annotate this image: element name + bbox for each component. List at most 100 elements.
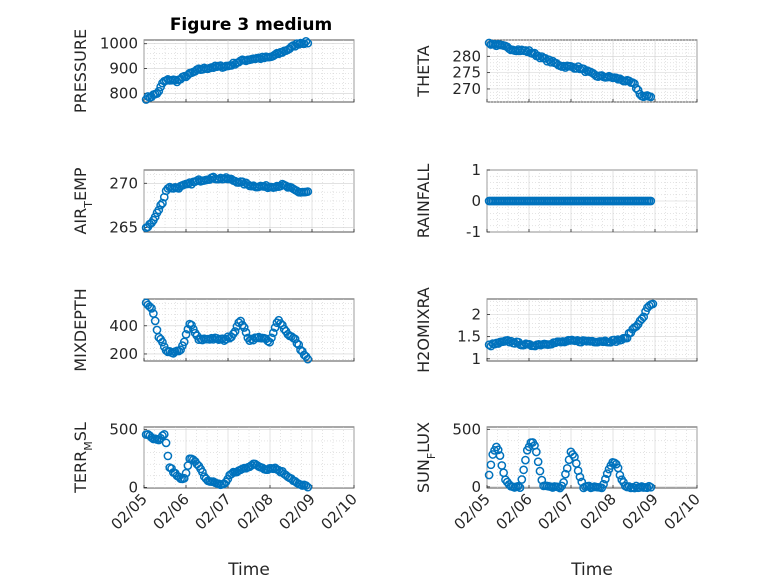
data-point <box>294 340 304 350</box>
data-point <box>602 469 612 479</box>
data-point <box>230 327 240 336</box>
subplot-air_temp: 265 270 AIRTEMP <box>71 167 355 237</box>
y-tick-label: 200 <box>109 345 138 363</box>
x-axis-label: Time <box>570 560 613 580</box>
data-point <box>535 466 545 476</box>
data-point <box>161 346 171 355</box>
data-point <box>568 450 578 459</box>
y-axis-label: TERRMSL <box>71 422 95 494</box>
y-axis-label: MIXDEPTH <box>71 288 90 371</box>
data-point <box>270 323 280 332</box>
figure-title: Figure 3 medium <box>170 15 332 35</box>
data-point <box>158 198 167 208</box>
y-tick-label: 800 <box>109 84 138 102</box>
data-point <box>546 57 556 67</box>
y-tick-label: 1 <box>471 350 481 368</box>
data-point <box>278 320 287 330</box>
x-tick-label: 02/10 <box>318 490 361 533</box>
data-point <box>150 316 160 326</box>
x-tick-label: 02/09 <box>276 490 319 533</box>
x-tick-label: 02/05 <box>451 490 494 533</box>
data-point <box>176 345 185 355</box>
data-point <box>265 337 274 347</box>
y-tick-label: 0 <box>471 192 481 210</box>
data-point <box>575 472 585 482</box>
data-point <box>517 475 527 484</box>
data-point <box>303 482 313 492</box>
data-point <box>158 431 167 440</box>
y-tick-label: 500 <box>109 420 138 438</box>
data-point <box>646 482 656 492</box>
data-point <box>495 451 505 460</box>
data-point <box>154 205 164 215</box>
data-point <box>493 445 503 455</box>
data-point <box>183 179 193 189</box>
x-tick-label: 02/08 <box>234 490 277 533</box>
data-point <box>515 483 525 492</box>
data-point <box>154 86 164 96</box>
y-tick-label: 1 <box>471 161 481 179</box>
data-point <box>147 304 156 313</box>
y-tick-label: 280 <box>452 47 481 65</box>
data-point <box>303 38 313 48</box>
subplot-mixdepth: 200 400 MIXDEPTH <box>71 288 355 372</box>
data-point <box>236 316 245 326</box>
data-point <box>292 339 302 348</box>
data-point <box>268 328 278 338</box>
x-tick-label: 02/06 <box>493 490 536 533</box>
data-point <box>559 478 568 487</box>
data-point <box>611 73 621 83</box>
data-point <box>267 333 276 343</box>
data-point <box>301 37 311 46</box>
data-point <box>152 89 162 98</box>
y-tick-label: 270 <box>452 80 481 98</box>
y-tick-label: 900 <box>109 60 138 78</box>
data-point <box>145 302 155 312</box>
y-tick-label: 2 <box>471 306 481 324</box>
y-tick-label: 265 <box>109 219 138 237</box>
data-point <box>639 312 649 322</box>
data-point <box>198 467 207 477</box>
data-point <box>519 465 528 475</box>
data-point <box>147 433 156 442</box>
y-tick-label: 400 <box>109 317 138 335</box>
subplot-terr_msl: 0 500 TERRMSL 02/0502/0602/0702/0802/0902/1… <box>71 420 361 580</box>
data-point <box>533 51 543 61</box>
subplot-sun_flux: 0 500 SUNFLUX 02/0502/0602/0702/0802/0902/1… <box>414 420 704 580</box>
data-point <box>646 196 656 206</box>
data-point <box>163 451 173 461</box>
data-point <box>241 328 251 337</box>
data-point <box>562 463 572 473</box>
y-tick-label: 275 <box>452 64 481 82</box>
y-axis-label: H2OMIXRA <box>414 287 433 373</box>
y-tick-label: 0 <box>471 478 481 496</box>
data-point <box>637 314 647 324</box>
subplot-h2omixra: 1 1.5 2 H2OMIXRA <box>414 287 698 373</box>
y-tick-label: 270 <box>109 174 138 192</box>
x-tick-label: 02/06 <box>150 490 193 533</box>
y-tick-label: 0 <box>128 478 138 496</box>
data-point <box>156 200 165 210</box>
x-tick-label: 02/07 <box>535 490 578 533</box>
y-axis-label: THETA <box>414 45 433 97</box>
data-point <box>179 473 189 483</box>
data-point <box>239 323 249 332</box>
x-tick-label: 02/08 <box>577 490 620 533</box>
data-point <box>531 447 541 457</box>
data-point <box>158 337 167 347</box>
data-point <box>161 438 171 448</box>
data-point <box>294 40 304 49</box>
x-tick-label: 02/10 <box>661 490 704 533</box>
data-point <box>633 85 643 95</box>
y-axis-label: RAINFALL <box>414 164 433 239</box>
data-point <box>615 470 625 480</box>
x-tick-label: 02/05 <box>108 490 151 533</box>
data-point <box>159 429 169 439</box>
y-axis-label: SUNFLUX <box>414 422 438 493</box>
data-point <box>648 299 658 309</box>
y-axis-label: AIRTEMP <box>71 167 95 234</box>
data-point <box>533 457 543 467</box>
